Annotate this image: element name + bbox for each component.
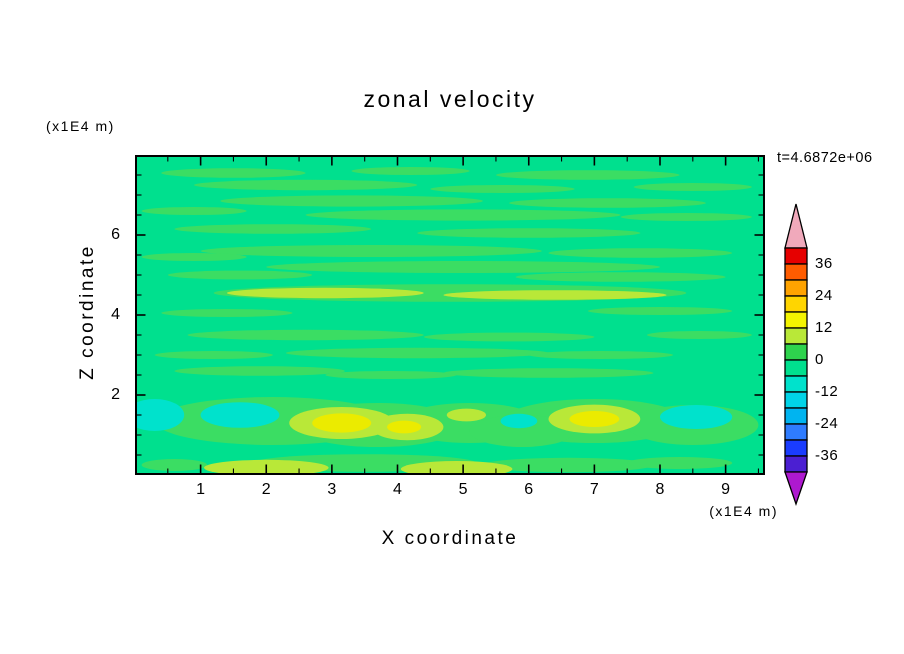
colorbar-segment <box>784 311 808 329</box>
colorbar-segment <box>784 375 808 393</box>
contour-blob <box>194 179 418 191</box>
contour-field <box>135 155 765 475</box>
contour-blob <box>620 213 752 221</box>
contour-blob <box>141 207 247 215</box>
contour-blob <box>305 209 621 221</box>
colorbar-segment <box>784 327 808 345</box>
colorbar-over-arrow <box>784 203 808 249</box>
contour-blob <box>430 185 575 193</box>
contour-blob <box>174 366 345 376</box>
contour-blob <box>423 332 595 342</box>
contour-blob <box>200 245 542 257</box>
contour-blob <box>548 248 733 258</box>
colorbar-segment <box>784 247 808 265</box>
colorbar-segment <box>784 359 808 377</box>
contour-blob <box>187 329 424 341</box>
x-tick-label: 2 <box>261 481 271 498</box>
colorbar-tick-label: 36 <box>815 255 833 272</box>
contour-blob <box>400 461 513 475</box>
contour-blob <box>495 170 680 180</box>
colorbar-segment <box>784 455 808 473</box>
contour-blob <box>528 351 674 359</box>
x-tick-label: 8 <box>655 481 665 498</box>
x-axis-title: X coordinate <box>381 528 519 549</box>
x-tick-label: 4 <box>393 481 402 498</box>
contour-blob <box>509 198 706 208</box>
contour-blob <box>285 347 549 359</box>
colorbar-segment <box>784 391 808 409</box>
contour-blob <box>167 270 313 280</box>
plot-area <box>135 155 765 475</box>
y-tick-label: 2 <box>111 386 120 403</box>
contour-blob <box>446 408 487 422</box>
y-tick-label: 6 <box>111 226 120 243</box>
contour-blob <box>220 195 483 207</box>
plot-border <box>135 155 765 475</box>
y-axis-units: (x1E4 m) <box>46 118 115 134</box>
contour-blob <box>569 411 620 427</box>
contour-blob <box>443 290 667 300</box>
x-tick-label: 5 <box>458 481 468 498</box>
contour-blob <box>174 224 372 234</box>
contour-blob <box>351 167 470 175</box>
contour-blob <box>161 168 306 178</box>
colorbar-segment <box>784 263 808 281</box>
colorbar <box>784 203 808 506</box>
contour-blob <box>469 415 575 447</box>
contour-blob <box>135 399 185 431</box>
x-tick-label: 3 <box>327 481 337 498</box>
contour-blob <box>660 405 733 429</box>
contour-blob <box>226 287 424 299</box>
chart-title: zonal velocity <box>363 86 537 112</box>
contour-blob <box>515 272 726 282</box>
colorbar-tick-label: -36 <box>815 447 839 464</box>
colorbar-under-arrow <box>784 471 808 506</box>
y-tick-label: 4 <box>111 306 120 323</box>
colorbar-segment <box>784 439 808 457</box>
contour-blob <box>387 420 422 434</box>
colorbar-segment <box>784 295 808 313</box>
colorbar-segment <box>784 423 808 441</box>
colorbar-segment <box>784 407 808 425</box>
colorbar-segment <box>784 279 808 297</box>
contour-blob <box>633 183 752 191</box>
contour-blob <box>154 351 273 359</box>
x-tick-label: 1 <box>196 481 206 498</box>
contour-blob <box>200 402 280 428</box>
colorbar-tick-label: -24 <box>815 415 839 432</box>
contour-blob <box>312 413 372 433</box>
colorbar-tick-label: 12 <box>815 319 833 336</box>
colorbar-tick-label: -12 <box>815 383 839 400</box>
contour-blob <box>417 228 641 238</box>
x-tick-label: 6 <box>524 481 534 498</box>
contour-blob <box>141 459 208 471</box>
contour-blob <box>443 368 654 378</box>
contour-blob <box>325 371 457 379</box>
contour-blob <box>627 457 733 469</box>
colorbar-tick-label: 0 <box>815 351 824 368</box>
contour-blob <box>500 413 538 429</box>
x-tick-label: 7 <box>589 481 599 498</box>
colorbar-segment <box>784 343 808 361</box>
x-tick-label: 9 <box>721 481 731 498</box>
time-annotation: t=4.6872e+06 <box>777 150 873 166</box>
x-axis-units: (x1E4 m) <box>709 503 778 519</box>
contour-blob <box>646 331 752 339</box>
contour-blob <box>482 457 654 473</box>
contour-blob <box>141 253 247 261</box>
contour-blob <box>161 309 293 317</box>
contour-blob <box>266 261 660 273</box>
contour-blob <box>587 307 733 315</box>
colorbar-tick-label: 24 <box>815 287 833 304</box>
